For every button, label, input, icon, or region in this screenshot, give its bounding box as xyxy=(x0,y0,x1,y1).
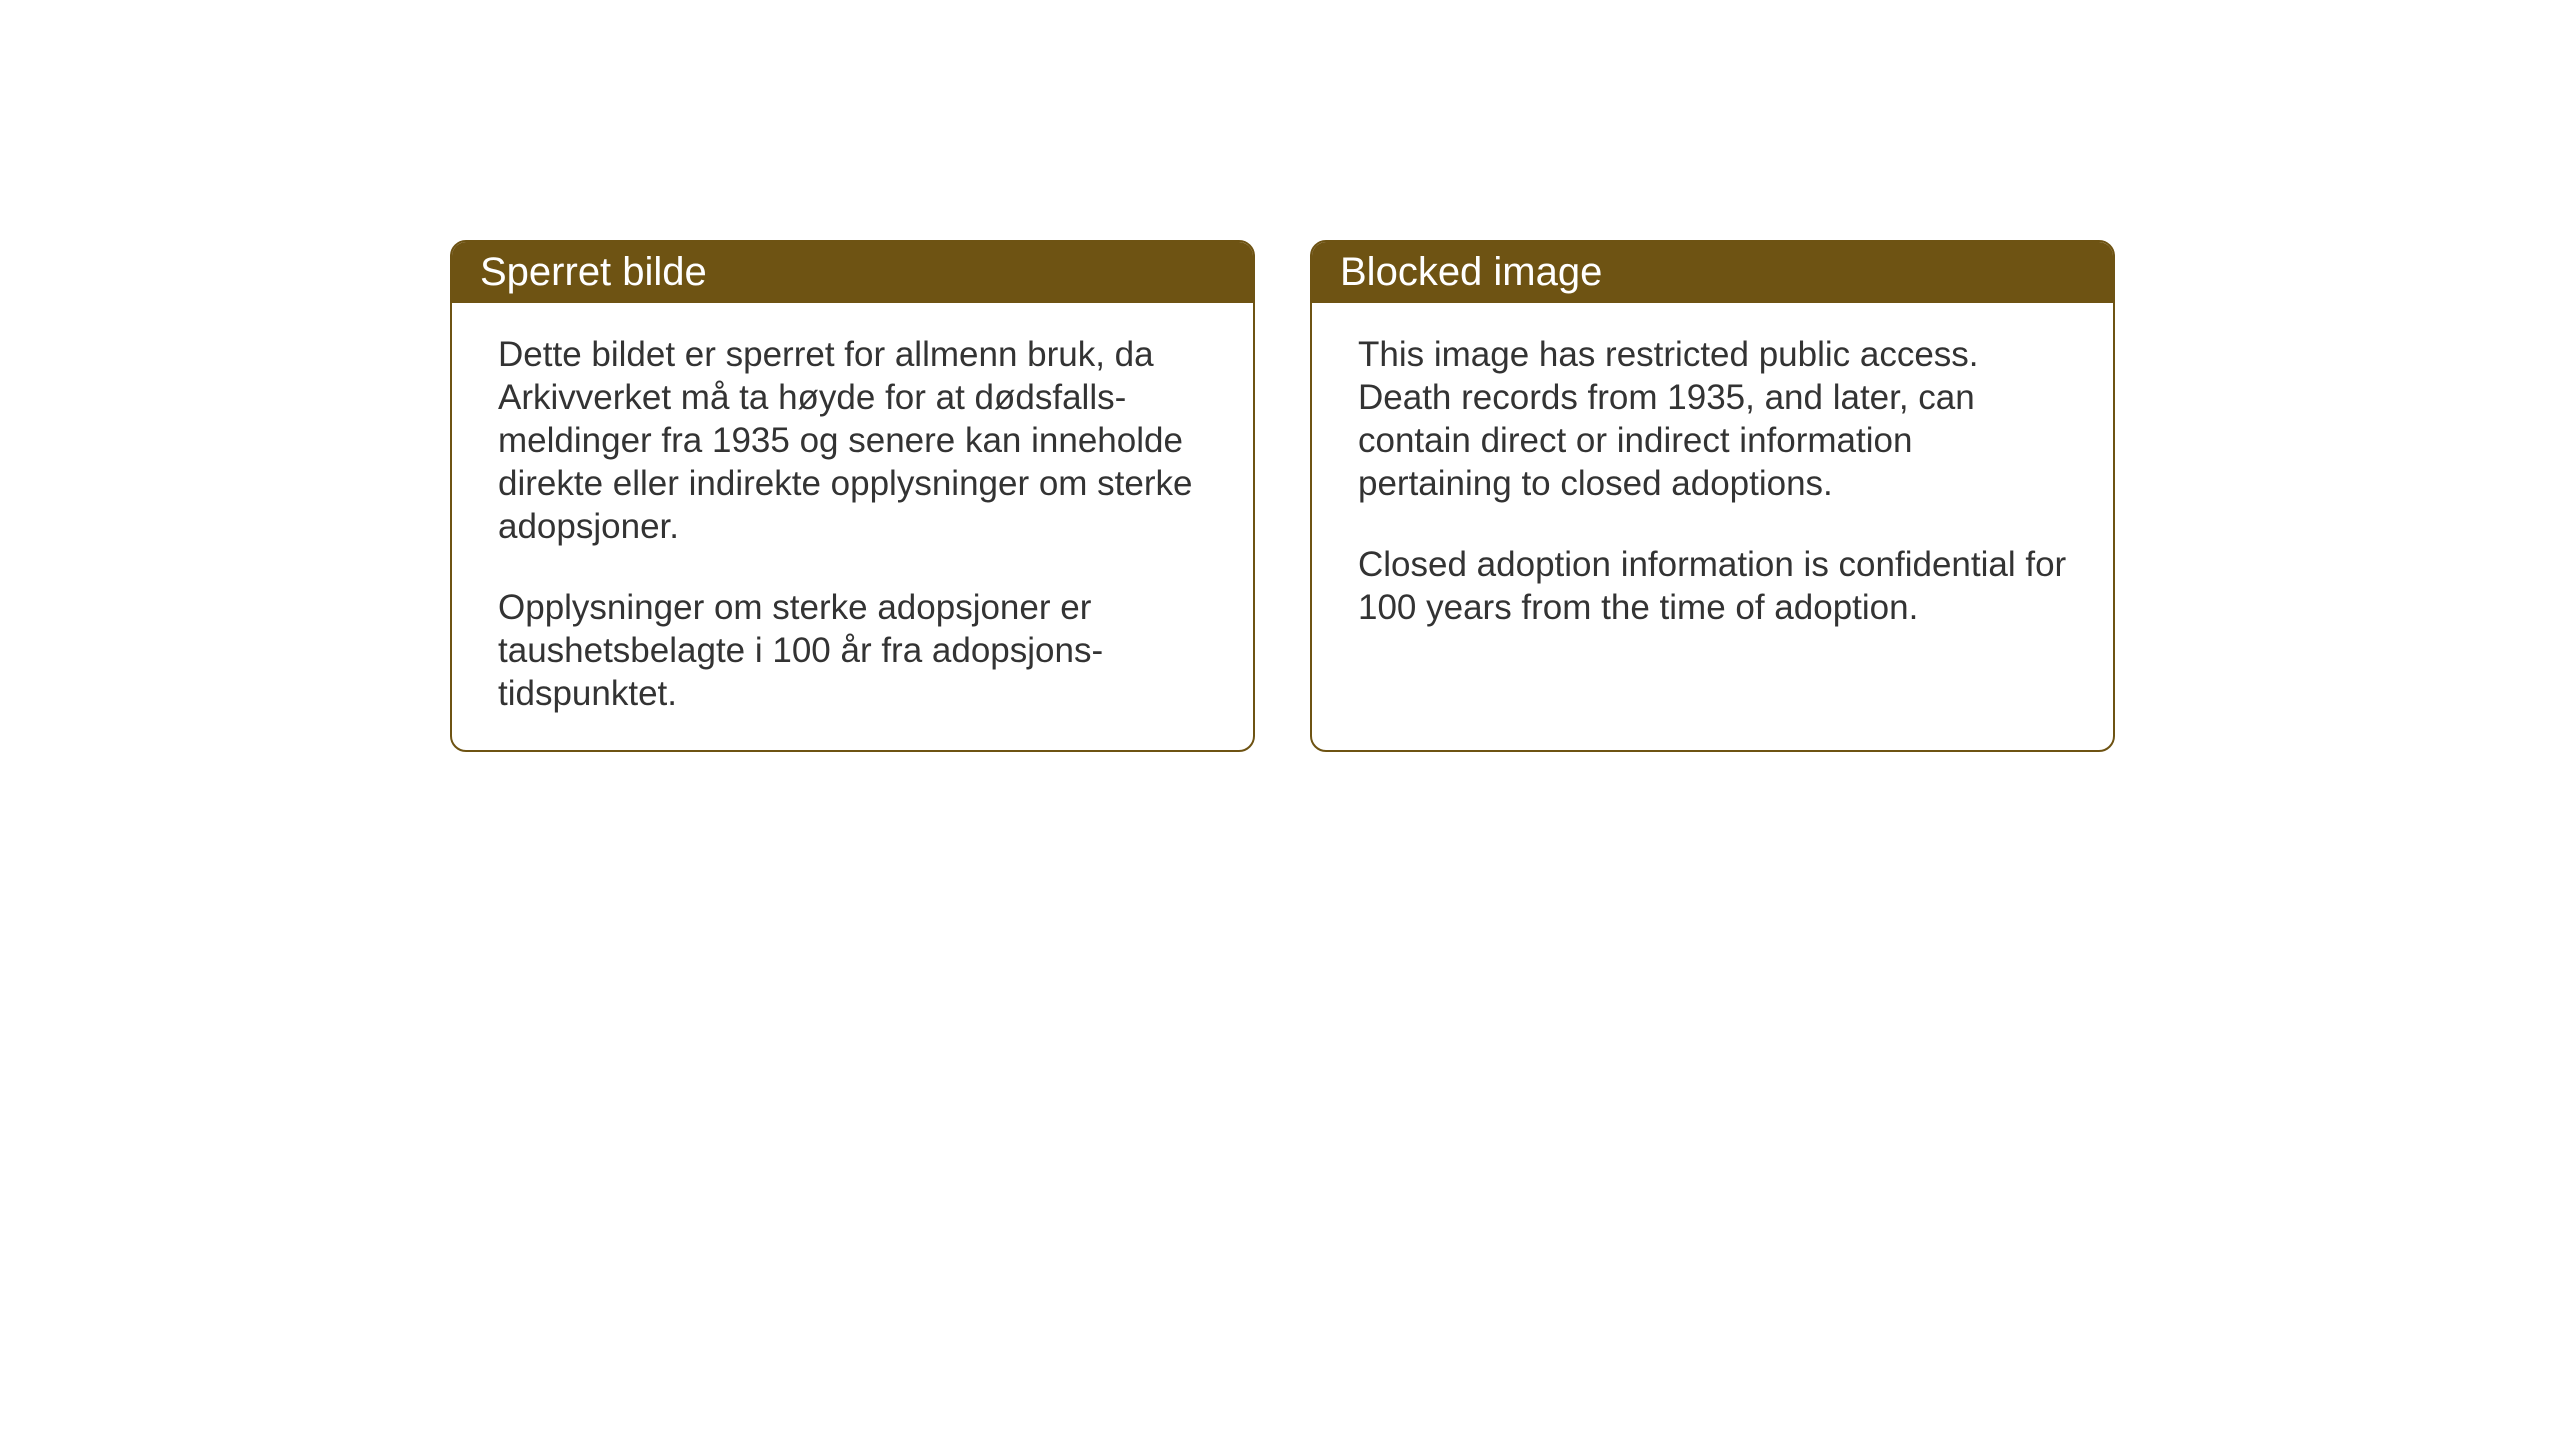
notice-paragraph-2-norwegian: Opplysninger om sterke adopsjoner er tau… xyxy=(498,586,1207,715)
notice-body-norwegian: Dette bildet er sperret for allmenn bruk… xyxy=(452,303,1253,752)
notice-paragraph-1-english: This image has restricted public access.… xyxy=(1358,333,2067,505)
notice-body-english: This image has restricted public access.… xyxy=(1312,303,2113,669)
notice-title-norwegian: Sperret bilde xyxy=(480,250,707,294)
notice-paragraph-2-english: Closed adoption information is confident… xyxy=(1358,543,2067,629)
notice-header-english: Blocked image xyxy=(1312,242,2113,303)
notice-header-norwegian: Sperret bilde xyxy=(452,242,1253,303)
notice-box-english: Blocked image This image has restricted … xyxy=(1310,240,2115,752)
notice-box-norwegian: Sperret bilde Dette bildet er sperret fo… xyxy=(450,240,1255,752)
notice-container: Sperret bilde Dette bildet er sperret fo… xyxy=(450,240,2115,752)
notice-title-english: Blocked image xyxy=(1340,250,1602,294)
notice-paragraph-1-norwegian: Dette bildet er sperret for allmenn bruk… xyxy=(498,333,1207,548)
